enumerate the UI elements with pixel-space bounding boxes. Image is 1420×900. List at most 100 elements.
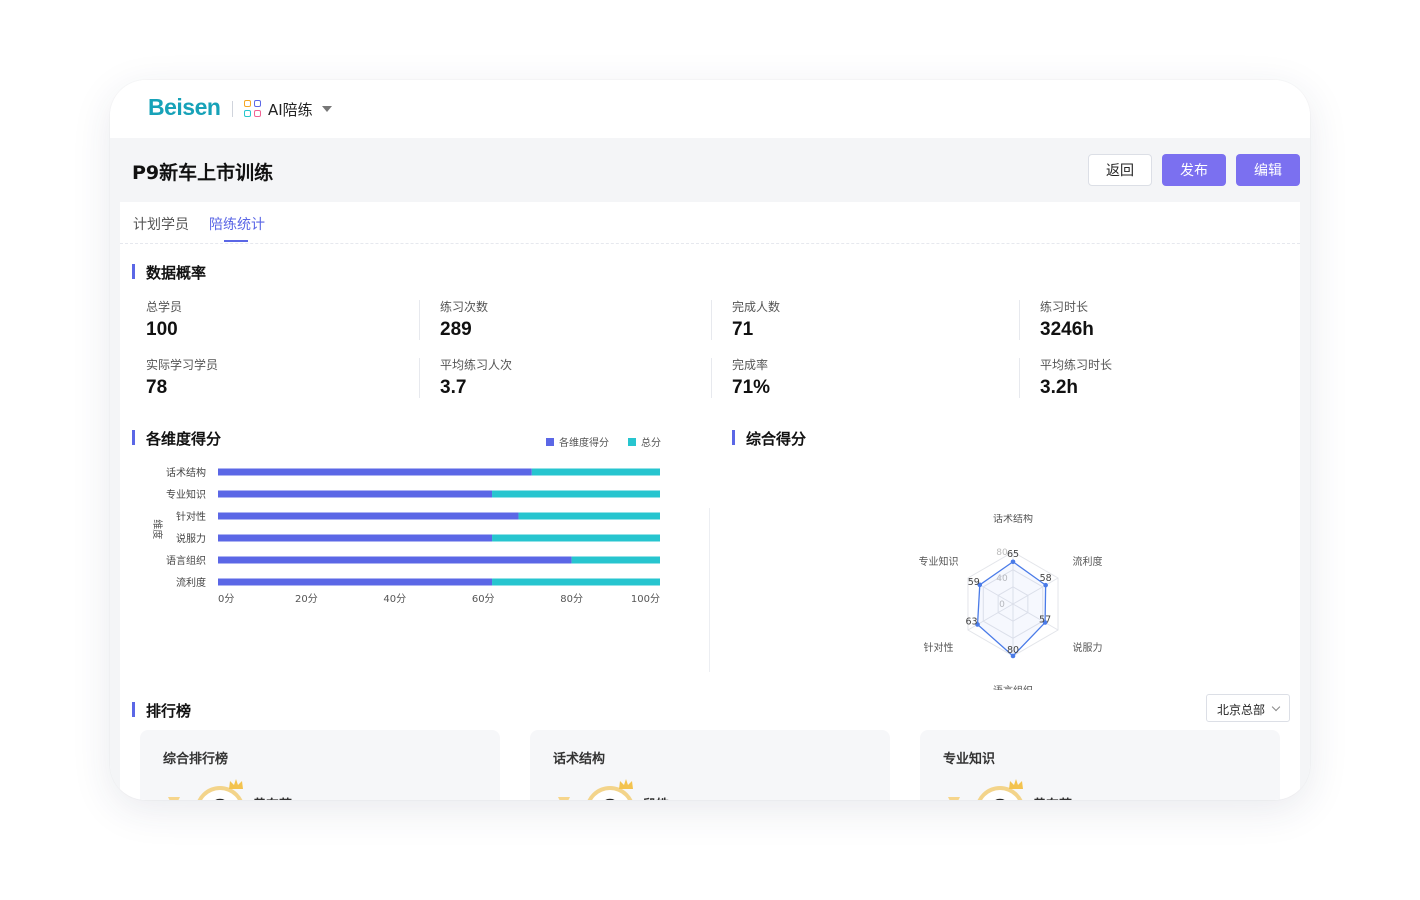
bar-segment (492, 534, 660, 542)
avatar[interactable] (585, 786, 635, 800)
stat-divider (711, 300, 712, 340)
radar-ring-label: 80 (996, 548, 1008, 558)
back-button[interactable]: 返回 (1088, 154, 1152, 186)
radar-value-label: 65 (1007, 549, 1019, 560)
radar-spoke (967, 577, 1014, 605)
bar-segment (531, 468, 660, 476)
legend-label: 总分 (641, 438, 661, 449)
stat-divider (1019, 358, 1020, 398)
avatar[interactable] (975, 786, 1025, 800)
stat-completed-count: 完成人数 71 (732, 298, 780, 341)
active-tab-indicator (224, 240, 248, 242)
radar-point (975, 622, 980, 627)
stat-value: 3246h (1040, 319, 1094, 340)
publish-button[interactable]: 发布 (1162, 154, 1226, 186)
stat-value: 289 (440, 319, 472, 340)
radar-axis-label: 针对性 (924, 641, 954, 654)
x-tick-label: 40分 (383, 593, 406, 605)
stat-divider (1019, 300, 1020, 340)
bar-segment (571, 556, 660, 564)
y-axis-label: 维度 (151, 519, 164, 539)
radar-ring-label: 40 (996, 574, 1008, 584)
gold-medal-icon: 1 (558, 797, 570, 800)
stat-completion-rate: 完成率 71% (732, 356, 770, 399)
y-tick-label: 说服力 (176, 532, 206, 545)
tab-plan-students[interactable]: 计划学员 (133, 217, 189, 233)
y-tick-label: 流利度 (176, 576, 206, 589)
stat-value: 100 (146, 319, 178, 340)
overview-title: 数据概率 (132, 262, 206, 283)
bar-segment (218, 578, 493, 586)
ranking-card-title: 专业知识 (943, 752, 996, 767)
radar-ring-label: 0 (999, 600, 1005, 610)
radar-spoke (1012, 603, 1059, 631)
legend-dimension-score[interactable]: 各维度得分 (546, 434, 609, 449)
page-title: P9新车上市训练 (132, 162, 274, 184)
edit-button[interactable]: 编辑 (1236, 154, 1300, 186)
stat-label: 完成率 (732, 358, 769, 372)
bar-segment (218, 556, 572, 564)
bar-segment (218, 490, 493, 498)
legend-swatch (546, 437, 554, 446)
stat-label: 实际学习学员 (146, 358, 219, 372)
x-tick-label: 60分 (472, 593, 495, 605)
top-bar: Beisen AI陪练 (110, 80, 1310, 138)
ranking-card[interactable]: 综合排行榜1黄东莎销售1组89张玲玲 (140, 730, 500, 800)
y-tick-label: 话术结构 (166, 466, 206, 479)
app-switcher-label[interactable]: AI陪练 (268, 101, 313, 119)
tab-practice-stats[interactable]: 陪练统计 (209, 217, 265, 233)
stat-avg-practice-times: 平均练习人次 3.7 (440, 356, 512, 399)
radar-value-label: 80 (1007, 645, 1019, 656)
stat-divider (419, 300, 420, 340)
caret-down-icon[interactable] (322, 106, 332, 112)
radar-value-label: 58 (1040, 573, 1052, 584)
bar-segment (518, 512, 660, 520)
person-icon (605, 798, 615, 800)
app-grid-icon[interactable] (244, 100, 262, 118)
region-select[interactable]: 北京总部 (1206, 694, 1290, 722)
avatar[interactable] (195, 786, 245, 800)
radar-value-label: 63 (965, 616, 977, 627)
ranking-card[interactable]: 专业知识1黄东莎销售1组90张玲玲 (920, 730, 1280, 800)
beisen-logo[interactable]: Beisen (148, 94, 221, 120)
chevron-down-icon (1271, 702, 1281, 712)
person-icon (215, 798, 225, 800)
legend-total-score[interactable]: 总分 (628, 434, 661, 449)
app-window: Beisen AI陪练 P9新车上市训练 返回 发布 编辑 计划学员 陪练统计 … (110, 80, 1310, 800)
ranking-title: 排行榜 (132, 700, 191, 721)
radar-point (1043, 582, 1048, 588)
stat-value: 3.2h (1040, 377, 1079, 398)
y-tick-label: 针对性 (176, 510, 206, 523)
main-content: 计划学员 陪练统计 数据概率 总学员 100 练习次数 289 完成人数 71 … (120, 202, 1300, 800)
top-rank-name: 黄东莎 (1033, 794, 1072, 800)
overall-score-title: 综合得分 (732, 428, 806, 449)
radar-axis-label: 语言组织 (993, 684, 1033, 690)
region-select-value: 北京总部 (1217, 703, 1266, 717)
bar-segment (492, 578, 660, 586)
radar-axis-label: 说服力 (1072, 641, 1102, 654)
crown-icon (619, 779, 633, 789)
y-tick-label: 专业知识 (166, 488, 206, 501)
radar-axis-label: 流利度 (1072, 555, 1102, 568)
x-tick-label: 80分 (560, 593, 583, 605)
radar-value-label: 57 (1039, 615, 1051, 626)
radar-axis-label: 话术结构 (993, 514, 1033, 525)
bar-segment (218, 468, 532, 476)
top-rank-name: 黄东莎 (253, 794, 292, 800)
stat-practice-duration: 练习时长 3246h (1040, 298, 1094, 341)
top-rank-name: 殷皓 (643, 794, 669, 800)
radar-spoke (967, 603, 1014, 631)
bar-segment (218, 534, 493, 542)
stat-label: 平均练习时长 (1040, 358, 1113, 372)
x-tick-label: 20分 (295, 593, 318, 605)
stat-value: 71% (732, 377, 771, 398)
crown-icon (1009, 779, 1023, 789)
y-tick-label: 语言组织 (166, 554, 206, 567)
ranking-card[interactable]: 话术结构1殷皓销售1组97曹祥兴 (530, 730, 890, 800)
x-tick-label: 0分 (218, 593, 234, 605)
stat-total-students: 总学员 100 (146, 298, 182, 341)
stat-practice-count: 练习次数 289 (440, 298, 488, 341)
stat-label: 平均练习人次 (440, 358, 513, 372)
radar-value-label: 59 (968, 577, 980, 588)
